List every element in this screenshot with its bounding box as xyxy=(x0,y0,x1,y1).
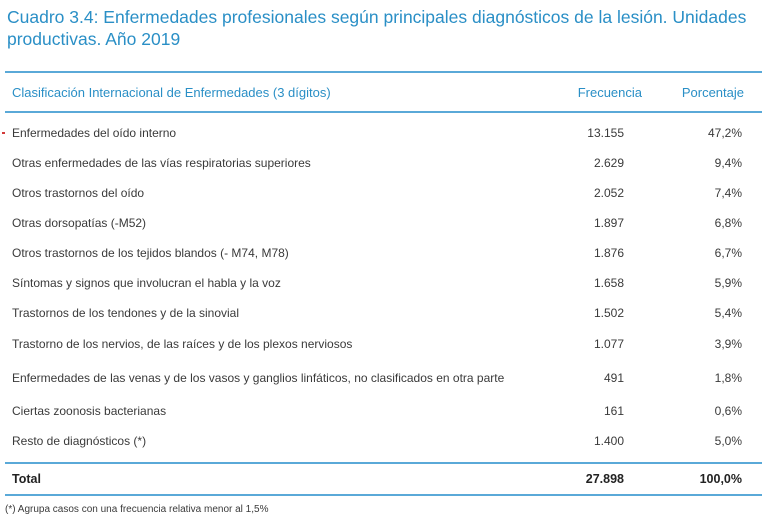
row-percentage: 6,7% xyxy=(714,246,742,260)
total-label: Total xyxy=(12,472,41,486)
column-header-frequency: Frecuencia xyxy=(577,85,642,100)
table-row: Otros trastornos de los tejidos blandos … xyxy=(0,245,771,261)
row-label: Otros trastornos del oído xyxy=(12,186,145,200)
row-frequency: 1.658 xyxy=(593,276,624,290)
row-frequency: 13.155 xyxy=(587,126,624,140)
row-percentage: 6,8% xyxy=(714,216,742,230)
row-percentage: 0,6% xyxy=(714,404,742,418)
row-percentage: 5,9% xyxy=(714,276,742,290)
row-frequency: 491 xyxy=(603,371,624,385)
row-label: Enfermedades del oído interno xyxy=(12,126,177,140)
row-percentage: 47,2% xyxy=(707,126,742,140)
total-bottom-rule xyxy=(5,494,762,496)
row-percentage: 9,4% xyxy=(714,156,742,170)
row-frequency: 1.502 xyxy=(593,306,624,320)
table-row: Otras enfermedades de las vías respirato… xyxy=(0,155,771,171)
row-percentage: 5,0% xyxy=(714,434,742,448)
table-row: Otros trastornos del oído 2.052 7,4% xyxy=(0,185,771,201)
table-row: Trastornos de los tendones y de la sinov… xyxy=(0,305,771,321)
row-label: Ciertas zoonosis bacterianas xyxy=(12,404,167,418)
column-header-classification: Clasificación Internacional de Enfermeda… xyxy=(12,85,331,100)
row-frequency: 2.052 xyxy=(593,186,624,200)
row-label: Enfermedades de las venas y de los vasos… xyxy=(12,371,505,385)
table-row: Ciertas zoonosis bacterianas 161 0,6% xyxy=(0,403,771,419)
row-label: Trastorno de los nervios, de las raíces … xyxy=(12,337,353,351)
row-frequency: 161 xyxy=(603,404,624,418)
row-percentage: 3,9% xyxy=(714,337,742,351)
total-top-rule xyxy=(5,462,762,464)
row-frequency: 1.876 xyxy=(593,246,624,260)
row-frequency: 1.897 xyxy=(593,216,624,230)
row-frequency: 1.077 xyxy=(593,337,624,351)
row-percentage: 7,4% xyxy=(714,186,742,200)
table-row: Enfermedades del oído interno 13.155 47,… xyxy=(0,125,771,141)
row-frequency: 2.629 xyxy=(593,156,624,170)
total-percentage: 100,0% xyxy=(699,472,742,486)
row-marker-icon xyxy=(2,132,5,134)
row-percentage: 1,8% xyxy=(714,371,742,385)
total-frequency: 27.898 xyxy=(585,472,624,486)
row-percentage: 5,4% xyxy=(714,306,742,320)
row-label: Otros trastornos de los tejidos blandos … xyxy=(12,246,289,260)
row-label: Trastornos de los tendones y de la sinov… xyxy=(12,306,240,320)
column-header-percentage: Porcentaje xyxy=(681,85,744,100)
footnote: (*) Agrupa casos con una frecuencia rela… xyxy=(5,504,269,515)
table-top-rule xyxy=(5,71,762,73)
table-row: Otras dorsopatías (-M52) 1.897 6,8% xyxy=(0,215,771,231)
table-row: Trastorno de los nervios, de las raíces … xyxy=(0,336,771,352)
table-row: Síntomas y signos que involucran el habl… xyxy=(0,275,771,291)
row-label: Resto de diagnósticos (*) xyxy=(12,434,147,448)
row-label: Otras enfermedades de las vías respirato… xyxy=(12,156,311,170)
header-bottom-rule xyxy=(5,111,762,113)
table-row: Enfermedades de las venas y de los vasos… xyxy=(0,370,771,386)
table-row: Resto de diagnósticos (*) 1.400 5,0% xyxy=(0,433,771,449)
row-label: Síntomas y signos que involucran el habl… xyxy=(12,276,281,290)
row-label: Otras dorsopatías (-M52) xyxy=(12,216,147,230)
total-row: Total 27.898 100,0% xyxy=(0,471,771,487)
page-title: Cuadro 3.4: Enfermedades profesionales s… xyxy=(7,7,747,49)
row-frequency: 1.400 xyxy=(593,434,624,448)
